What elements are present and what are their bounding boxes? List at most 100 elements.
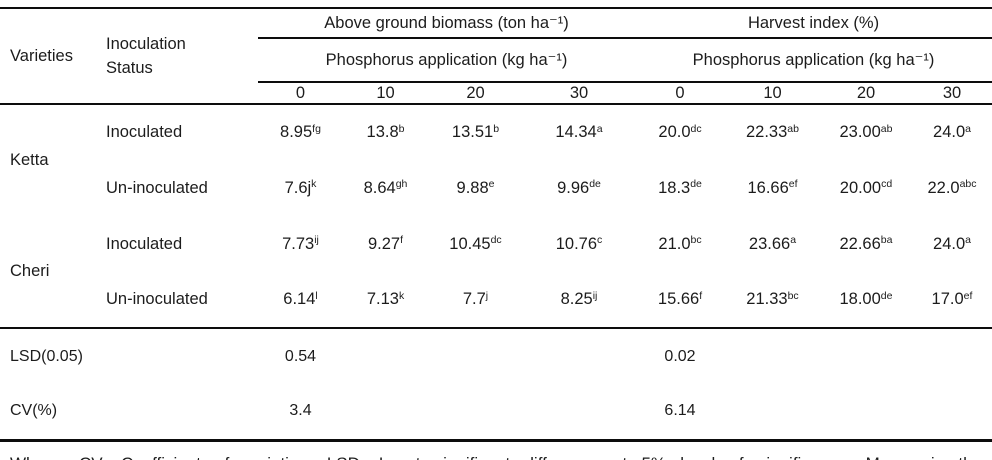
empty-cell	[343, 384, 635, 442]
cell-value: 22.0	[927, 178, 960, 197]
significance-letter: b	[493, 122, 500, 135]
cell-value: 16.66	[747, 178, 789, 197]
data-cell: 9.96de	[523, 160, 635, 216]
data-cell: 23.66a	[725, 216, 820, 272]
significance-letter: ab	[787, 122, 799, 135]
significance-letter: fg	[312, 122, 321, 135]
cell-value: 24.0	[933, 234, 966, 253]
cell-value: 7.13	[366, 290, 399, 308]
inoculation-status-cell: Inoculated	[106, 234, 183, 253]
data-cell: 10.76c	[523, 216, 635, 272]
cell-value: 22.66	[839, 234, 881, 253]
significance-letter: a	[965, 122, 971, 135]
cell-value: 6.14	[283, 290, 316, 308]
level-header: 20	[820, 82, 912, 105]
cell-value: 23.00	[839, 123, 881, 141]
table-body: Ketta Inoculated 8.95fg 13.8b 13.51b 14.34a 20…	[0, 104, 992, 328]
results-table: Varieties Inoculation Status Above groun…	[0, 7, 992, 442]
significance-letter: ij	[314, 234, 319, 247]
significance-letter: f	[400, 234, 404, 247]
significance-letter: f	[699, 289, 703, 302]
table-footnote: Where, CV: Coefficient of variation, LSD…	[10, 451, 982, 460]
cell-value: 7.7	[462, 290, 486, 308]
data-cell: 13.8b	[343, 104, 428, 160]
data-cell: 13.51b	[428, 104, 523, 160]
variety-label: Ketta	[10, 151, 49, 169]
cell-value: 23.66	[748, 234, 791, 253]
data-cell: 10.45dc	[428, 216, 523, 272]
data-cell: 18.3de	[635, 160, 725, 216]
variety-label: Cheri	[10, 262, 50, 280]
cell-value: 9.27	[367, 234, 401, 253]
data-cell: 23.00ab	[820, 104, 912, 160]
significance-letter: a	[790, 234, 797, 247]
subheader-phosphorus-biomass: Phosphorus application (kg ha⁻¹)	[258, 38, 635, 83]
cell-value: 10.76	[555, 234, 598, 253]
cell-value: 9.88	[456, 178, 489, 197]
significance-letter: bc	[690, 234, 702, 247]
data-cell: 6.14l	[258, 272, 343, 328]
empty-cell	[725, 327, 992, 384]
data-cell: 24.0a	[912, 104, 992, 160]
data-cell: 7.13k	[343, 272, 428, 328]
data-cell: 7.73ij	[258, 216, 343, 272]
level-header: 10	[343, 82, 428, 105]
header-row-phosphorus: Phosphorus application (kg ha⁻¹) Phospho…	[0, 38, 992, 83]
data-cell: 18.00de	[820, 272, 912, 328]
data-cell: 24.0a	[912, 216, 992, 272]
significance-letter: b	[398, 122, 405, 135]
significance-letter: de	[589, 178, 601, 191]
data-cell: 9.88e	[428, 160, 523, 216]
cell-value: 8.95	[280, 123, 313, 141]
level-header: 0	[635, 82, 725, 105]
cell-value: 7.73	[282, 234, 315, 253]
cell-value: 17.0	[931, 290, 964, 308]
data-cell: 21.0bc	[635, 216, 725, 272]
level-header: 20	[428, 82, 523, 105]
data-cell: 22.33ab	[725, 104, 820, 160]
significance-letter: de	[880, 289, 893, 302]
data-cell: 8.25ij	[523, 272, 635, 328]
lsd-biomass-value: 0.54	[258, 327, 343, 384]
significance-letter: l	[315, 289, 318, 302]
footnote-line: Where, CV: Coefficient of variation, LSD…	[10, 451, 982, 460]
cell-value: 15.66	[657, 290, 700, 308]
table-row: Un-inoculated 7.6jk 8.64gh 9.88e 9.96de 18.3d…	[0, 160, 992, 216]
empty-cell	[343, 327, 635, 384]
lsd-harvest-value: 0.02	[635, 327, 725, 384]
cell-value: 22.33	[746, 123, 788, 141]
inoculation-status-cell: Inoculated	[106, 123, 183, 141]
cell-value: 13.51	[451, 123, 494, 141]
column-header-inoculation-status: Inoculation Status	[100, 8, 258, 105]
level-header: 30	[912, 82, 992, 105]
cell-value: 18.00	[839, 290, 881, 308]
cell-value: 9.96	[557, 178, 590, 197]
cell-value: 20.00	[839, 178, 882, 197]
significance-letter: gh	[395, 178, 408, 191]
data-cell: 20.00cd	[820, 160, 912, 216]
data-cell: 16.66ef	[725, 160, 820, 216]
cell-value: 10.45	[449, 234, 491, 253]
significance-letter: cd	[881, 178, 893, 191]
significance-letter: ba	[880, 234, 893, 247]
cv-row: CV(%) 3.4 6.14	[0, 384, 992, 442]
lsd-label: LSD(0.05)	[0, 327, 258, 384]
table-row: Un-inoculated 6.14l 7.13k 7.7j 8.25ij 15.66f 2…	[0, 272, 992, 328]
cell-value: 7.6j	[284, 178, 312, 197]
level-header: 30	[523, 82, 635, 105]
significance-letter: j	[485, 289, 489, 302]
data-cell: 15.66f	[635, 272, 725, 328]
data-cell: 22.66ba	[820, 216, 912, 272]
subheader-phosphorus-harvest: Phosphorus application (kg ha⁻¹)	[635, 38, 992, 83]
group-header-biomass: Above ground biomass (ton ha⁻¹)	[258, 8, 635, 39]
cell-value: 8.64	[363, 178, 396, 197]
group-header-harvest-index: Harvest index (%)	[635, 8, 992, 39]
cell-value: 21.33	[746, 290, 788, 308]
significance-letter: ef	[963, 289, 973, 302]
data-cell: 9.27f	[343, 216, 428, 272]
level-header: 10	[725, 82, 820, 105]
inoculation-status-cell: Un-inoculated	[106, 290, 208, 308]
cell-value: 24.0	[933, 123, 966, 141]
cell-value: 13.8	[366, 123, 399, 141]
data-cell: 21.33bc	[725, 272, 820, 328]
